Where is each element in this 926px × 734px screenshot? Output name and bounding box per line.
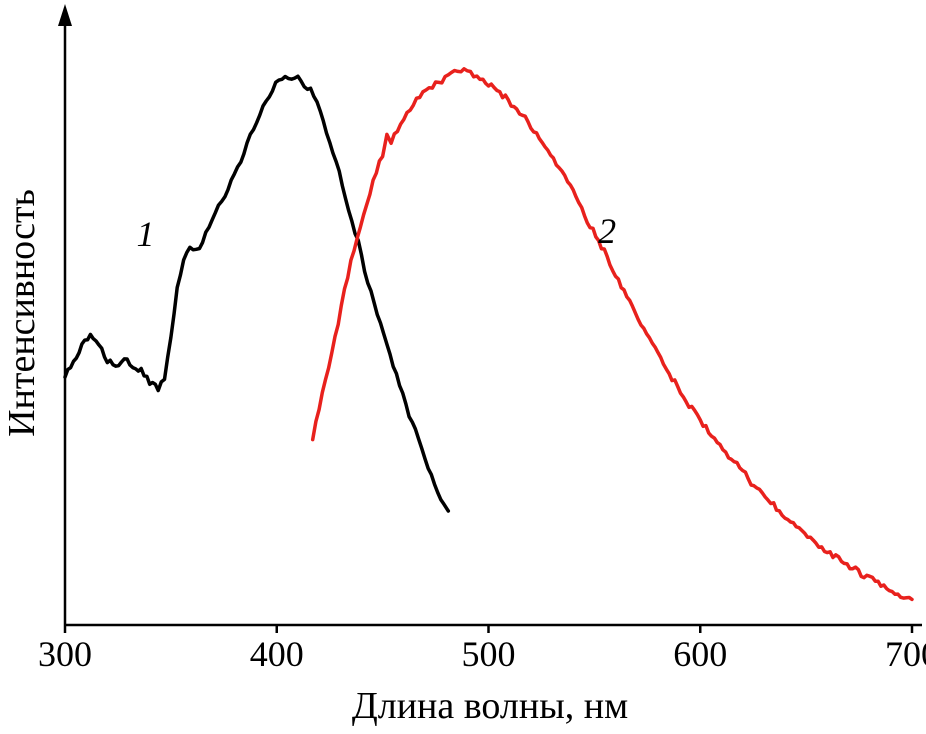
x-tick-label: 300 — [38, 634, 92, 674]
series-curve-1 — [63, 74, 451, 513]
y-axis-title: Интенсивность — [1, 189, 43, 437]
series-paths — [63, 67, 914, 602]
x-tick-label: 500 — [462, 634, 516, 674]
x-tick-label: 400 — [250, 634, 304, 674]
curve-label-2: 2 — [598, 211, 616, 251]
x-axis-title: Длина волны, нм — [352, 685, 628, 727]
x-tick-label: 600 — [673, 634, 727, 674]
x-tick-label: 700 — [885, 634, 926, 674]
y-axis-arrow-icon — [58, 4, 72, 26]
curve-label-1: 1 — [136, 214, 154, 254]
series-curve-2 — [310, 67, 914, 602]
x-axis-ticks: 300 400 500 600 700 — [38, 625, 926, 674]
